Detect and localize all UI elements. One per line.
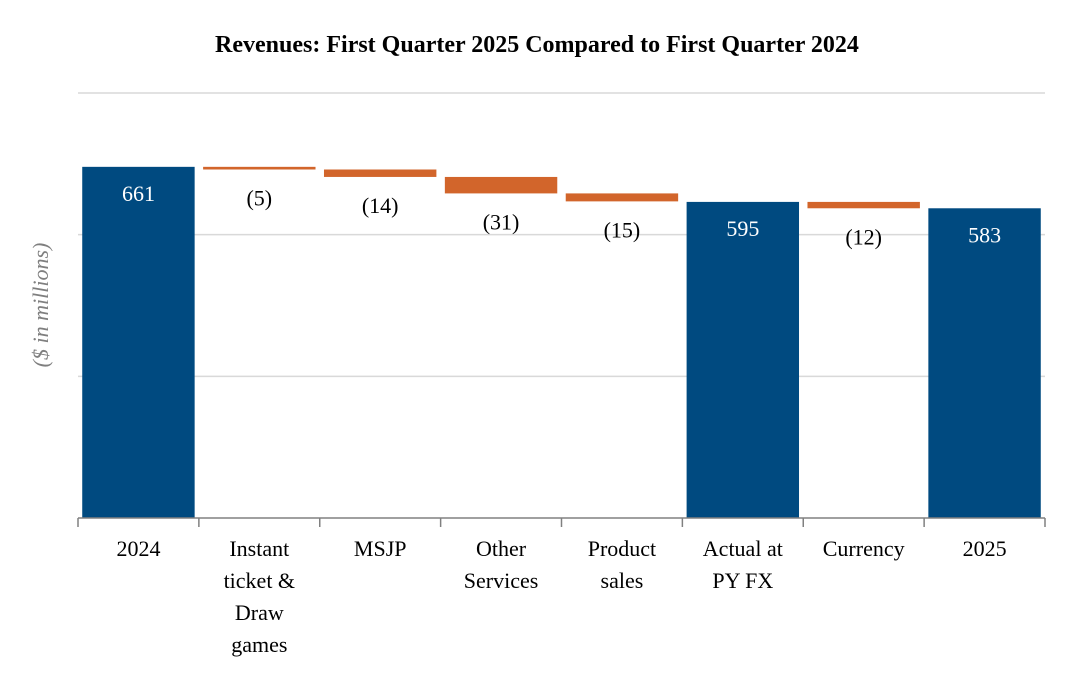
y-axis-label: ($ in millions)	[28, 243, 53, 368]
gridlines	[78, 92, 1045, 378]
bar-6	[807, 201, 920, 209]
category-label-7: 2025	[963, 536, 1007, 561]
data-label-1: (5)	[246, 186, 272, 211]
data-label-5: 595	[726, 216, 759, 241]
category-label-1: Instant ticket & Draw games	[224, 536, 295, 657]
bar-3	[444, 176, 558, 194]
data-label-3: (31)	[483, 209, 520, 234]
category-labels: 2024 Instant ticket & Draw games MSJP Other Ser…	[116, 536, 1006, 657]
data-label-4: (15)	[604, 217, 641, 242]
bars	[82, 166, 1041, 518]
bar-1	[203, 166, 316, 170]
bar-2	[323, 169, 437, 177]
data-label-7: 583	[968, 222, 1001, 247]
category-label-4: Product sales	[588, 536, 656, 593]
data-label-6: (12)	[845, 224, 882, 249]
category-label-5: Actual at PY FX	[703, 536, 783, 593]
category-label-0: 2024	[116, 536, 160, 561]
bar-0	[82, 166, 195, 518]
bar-7	[928, 208, 1041, 518]
bar-4	[565, 193, 679, 202]
data-label-0: 661	[122, 181, 155, 206]
data-label-2: (14)	[362, 193, 399, 218]
category-label-6: Currency	[823, 536, 905, 561]
data-labels: 661 (5) (14) (31) (15) 595 (12) 583	[122, 181, 1001, 249]
x-axis	[77, 517, 1046, 527]
bar-5	[686, 201, 800, 518]
chart-title: Revenues: First Quarter 2025 Compared to…	[215, 32, 859, 58]
category-label-3: Other Services	[464, 536, 539, 593]
category-label-2: MSJP	[354, 536, 407, 561]
